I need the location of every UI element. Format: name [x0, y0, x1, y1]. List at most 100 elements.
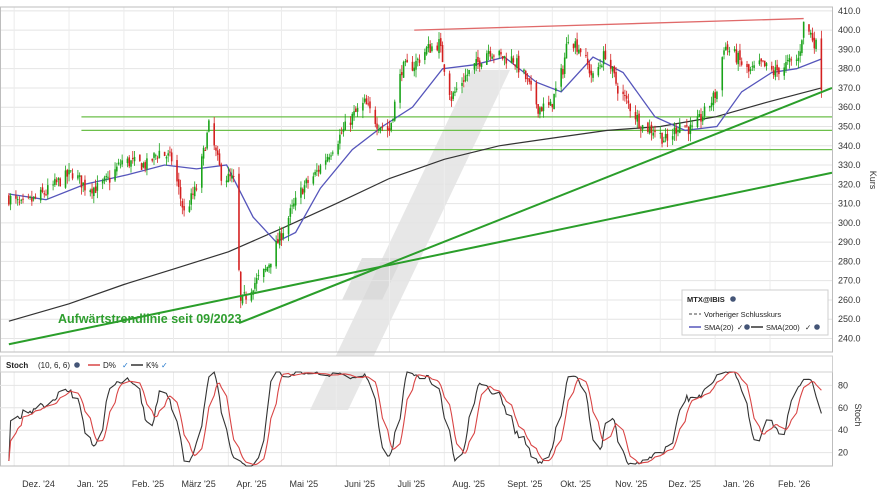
candle-body — [68, 169, 70, 175]
candle-body — [34, 196, 37, 198]
candle-body — [617, 86, 619, 94]
candle-body — [154, 155, 157, 157]
watermark-logo-head — [342, 258, 402, 300]
info-icon[interactable] — [730, 296, 736, 302]
candle-body — [517, 55, 520, 73]
stoch-d-line — [8, 371, 822, 466]
candle-body — [501, 56, 504, 59]
chart-legend: MTX@IBIS Vorheriger Schlusskurs SMA(20) … — [681, 289, 829, 336]
candle-body — [328, 157, 331, 160]
candle-body — [227, 173, 230, 183]
candle-body — [439, 38, 442, 47]
settings-icon-sma20[interactable] — [744, 324, 750, 330]
candle-body — [537, 104, 539, 114]
candle-body — [710, 102, 713, 107]
candle-body — [500, 52, 502, 55]
candle-body — [585, 54, 587, 57]
candle-body — [625, 95, 628, 99]
candle-body — [703, 106, 706, 117]
candle-body — [452, 92, 454, 99]
sma200-line — [8, 87, 822, 322]
candle-body — [374, 109, 377, 124]
candle-body — [381, 126, 384, 128]
candle-body — [735, 49, 738, 63]
candle-body — [788, 58, 791, 63]
candle-body — [116, 166, 118, 172]
candle-body — [9, 195, 12, 205]
candle-body — [758, 60, 761, 65]
candle-body — [542, 103, 545, 112]
candle-body — [201, 156, 203, 188]
candle-body — [477, 56, 479, 62]
candle-body — [153, 153, 155, 158]
candle-body — [287, 217, 290, 235]
candle-body — [776, 64, 778, 71]
candle-body — [29, 196, 31, 198]
candle-body — [390, 122, 393, 131]
candle-body — [723, 50, 725, 55]
candle-body — [77, 175, 79, 179]
x-tick-label: Feb. '26 — [778, 479, 810, 489]
candle-body — [487, 50, 490, 54]
candle-body — [762, 60, 764, 62]
candle-body — [448, 73, 451, 96]
candle-body — [797, 57, 800, 61]
candle-body — [480, 63, 483, 67]
candle-body — [41, 187, 44, 193]
x-tick-label: Dez. '25 — [668, 479, 701, 489]
candle-body — [431, 46, 433, 51]
candle-body — [165, 157, 168, 159]
candle-body — [714, 92, 716, 99]
candle-body — [170, 152, 173, 162]
stoch-k-check[interactable]: ✓ — [161, 361, 168, 370]
candle-body — [126, 158, 129, 164]
candle-body — [64, 170, 67, 188]
candle-body — [319, 165, 322, 174]
legend-check-sma200[interactable]: ✓ — [805, 323, 811, 332]
candle-body — [121, 160, 123, 165]
candle-body — [169, 151, 171, 153]
candle-body — [275, 241, 277, 267]
candle-body — [424, 52, 426, 61]
stoch-d-check[interactable]: ✓ — [122, 361, 129, 370]
candle-body — [190, 193, 192, 205]
candle-body — [108, 177, 111, 183]
candle-body — [760, 58, 762, 62]
candle-body — [289, 208, 292, 217]
candle-body — [243, 292, 246, 294]
candle-body — [96, 183, 99, 191]
candle-body — [528, 78, 531, 82]
candle-body — [549, 101, 552, 106]
candle-body — [498, 50, 500, 56]
legend-check-sma20[interactable]: ✓ — [737, 323, 743, 332]
y-tick-label: 280.0 — [838, 256, 861, 266]
legend-item-sma20: SMA(20) — [704, 323, 734, 332]
y-tick-label: 390.0 — [838, 44, 861, 54]
settings-icon-sma200[interactable] — [814, 324, 820, 330]
candle-body — [712, 92, 715, 106]
candle-body — [615, 72, 617, 84]
candle-body — [52, 184, 54, 186]
candle-body — [204, 149, 207, 151]
x-tick-label: Aug. '25 — [452, 479, 485, 489]
y-tick-label: 370.0 — [838, 83, 861, 93]
candle-body — [139, 154, 141, 161]
candle-body — [700, 113, 702, 122]
y-tick-label: 400.0 — [838, 25, 861, 35]
candle-body — [634, 111, 637, 120]
candle-body — [27, 196, 30, 198]
legend-item-previous-close: Vorheriger Schlusskurs — [704, 310, 781, 319]
y-tick-label: 340.0 — [838, 141, 861, 151]
candle-body — [749, 69, 752, 71]
candle-body — [119, 164, 122, 166]
stoch-settings-icon[interactable] — [74, 362, 80, 368]
candle-body — [378, 129, 380, 131]
uptrend-trendline — [238, 87, 833, 325]
candle-body — [641, 125, 644, 130]
annotation-trendline: Aufwärtstrendlinie seit 09/2023 — [58, 312, 241, 326]
candle-body — [721, 57, 724, 91]
candle-body — [39, 189, 42, 201]
candle-body — [332, 152, 334, 154]
